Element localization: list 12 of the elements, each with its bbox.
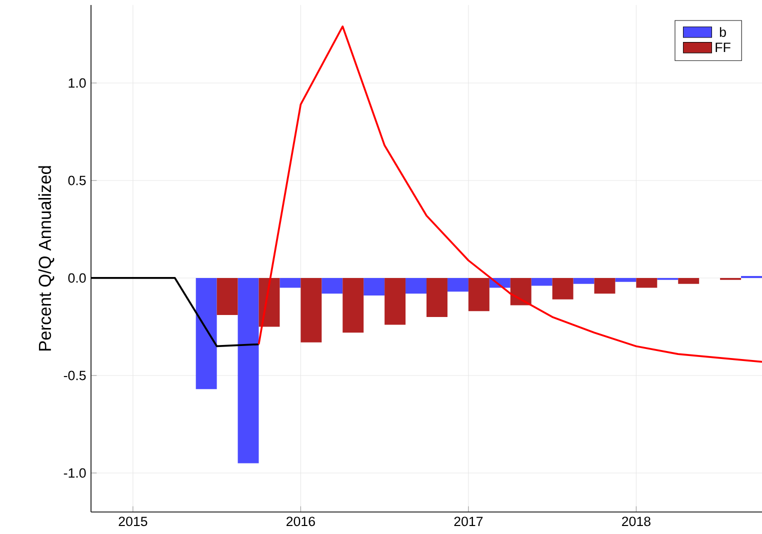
x-tick-label: 2016 xyxy=(286,516,315,526)
x-tick-label: 2015 xyxy=(118,516,148,526)
y-tick-label: -0.5 xyxy=(64,370,86,380)
y-tick-label: -1.0 xyxy=(64,468,86,478)
legend-label: FF xyxy=(716,42,730,52)
y-axis-title: Percent Q/Q Annualized xyxy=(38,166,54,351)
y-tick-label: 0.5 xyxy=(68,176,86,186)
legend-label: b xyxy=(720,27,726,37)
y-tick-label: 0.0 xyxy=(68,273,86,283)
y-tick-label: 1.0 xyxy=(68,78,86,88)
x-tick-label: 2017 xyxy=(454,516,483,526)
x-tick-label: 2018 xyxy=(622,516,650,526)
